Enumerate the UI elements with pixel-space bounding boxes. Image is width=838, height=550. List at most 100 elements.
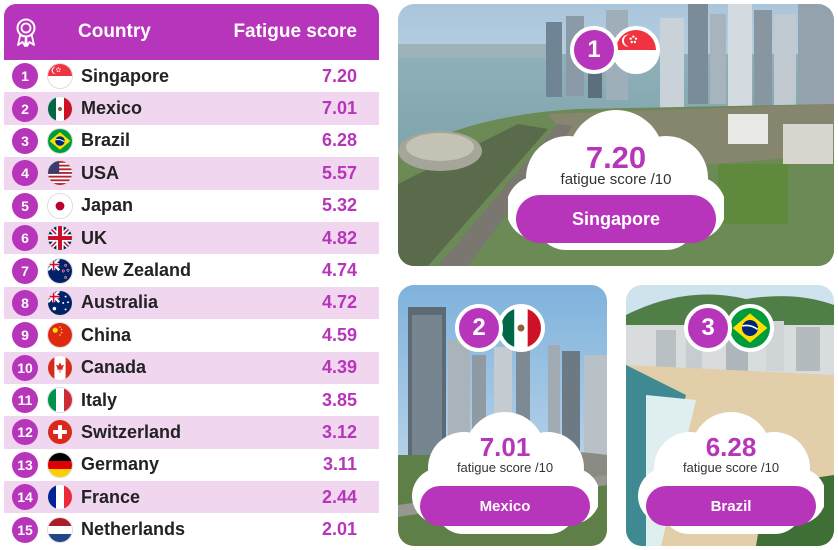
- table-row: 9 China 4.59: [4, 319, 379, 352]
- france-flag-icon: [47, 484, 73, 511]
- brazil-flag-icon: [47, 127, 73, 154]
- rank-badge: 10: [12, 354, 38, 381]
- country-name: Singapore: [81, 65, 170, 86]
- table-row: 12 Switzerland 3.12: [4, 416, 379, 449]
- rank-badge: 11: [12, 387, 38, 414]
- singapore-flag-icon: [47, 63, 73, 90]
- country-name: Canada: [81, 357, 147, 378]
- fatigue-score: 3.12: [321, 421, 357, 442]
- china-flag-icon: [47, 322, 73, 349]
- country-name: Italy: [81, 389, 118, 410]
- mexico-flag-icon: [497, 304, 545, 352]
- brazil-flag-icon: [726, 304, 774, 352]
- fatigue-score-value: 7.20: [585, 140, 647, 175]
- country-name: Switzerland: [81, 421, 182, 442]
- award-ribbon-icon: [4, 17, 48, 47]
- table-row: 15 Netherlands 2.01: [4, 513, 379, 546]
- fatigue-score: 5.32: [321, 195, 357, 216]
- score-cloud: 7.20 fatigue score /10 Singapore: [508, 110, 724, 250]
- rank-badge: 9: [12, 322, 38, 349]
- rank-badge: 12: [12, 419, 38, 446]
- top-country-card-brazil: 3 6.28 fatigue score /10 Brazil: [626, 285, 834, 546]
- country-name: Mexico: [81, 98, 143, 119]
- rank-badge: 3: [12, 127, 38, 154]
- country-name: Netherlands: [81, 519, 186, 540]
- table-row: 1 Singapore 7.20: [4, 60, 379, 93]
- uk-flag-icon: [47, 225, 73, 252]
- country-button-mexico[interactable]: Mexico: [420, 486, 590, 526]
- table-row: 14 France 2.44: [4, 481, 379, 514]
- country-name: New Zealand: [81, 260, 192, 281]
- table-row: 13 Germany 3.11: [4, 448, 379, 482]
- fatigue-score-caption: fatigue score /10: [560, 171, 672, 188]
- fatigue-score: 7.01: [321, 98, 357, 119]
- table-row: 7 New Zealand 4.74: [4, 254, 379, 287]
- fatigue-score: 4.74: [321, 260, 357, 281]
- rank-badge-group: 1: [570, 26, 660, 74]
- fatigue-score: 4.82: [321, 227, 357, 248]
- table-row: 6 UK 4.82: [4, 221, 379, 255]
- fatigue-score: 3.85: [321, 389, 357, 410]
- table-row: 3 Brazil 6.28: [4, 124, 379, 158]
- rank-number: 2: [455, 304, 503, 352]
- rank-badge: 2: [12, 95, 38, 122]
- fatigue-score-value: 6.28: [705, 432, 757, 462]
- fatigue-score: 2.01: [321, 519, 357, 540]
- table-row: 4 USA 5.57: [4, 157, 379, 190]
- canada-flag-icon: [47, 354, 73, 381]
- rank-badge: 15: [12, 516, 38, 543]
- fatigue-score: 2.44: [321, 486, 357, 507]
- rank-badge: 13: [12, 451, 38, 478]
- fatigue-score: 3.11: [322, 454, 357, 475]
- fatigue-score-caption: fatigue score /10: [682, 460, 780, 475]
- score-cloud: 6.28 fatigue score /10 Brazil: [638, 410, 824, 534]
- fatigue-score-value: 7.01: [479, 432, 531, 462]
- table-row: 2 Mexico 7.01: [4, 92, 379, 125]
- table-row: 5 Japan 5.32: [4, 189, 379, 222]
- rank-badge-group: 2: [455, 304, 545, 352]
- table-body: 1 Singapore 7.20 2 Mexico 7.01 3 Brazil 6.28 4 USA…: [4, 60, 379, 546]
- table-row: 8 Australia 4.72: [4, 286, 379, 320]
- rank-badge: 6: [12, 225, 38, 252]
- rank-number: 3: [684, 304, 732, 352]
- rank-badge: 14: [12, 484, 38, 511]
- fatigue-score: 6.28: [321, 130, 357, 151]
- mexico-flag-icon: [47, 95, 73, 122]
- country-button-brazil[interactable]: Brazil: [646, 486, 816, 526]
- country-column-header: Country: [78, 21, 151, 42]
- rank-badge: 4: [12, 160, 38, 187]
- rank-badge: 5: [12, 192, 38, 219]
- top-country-card-singapore: 1 7.20 fatigue score /10 Singapore: [398, 4, 834, 266]
- country-name: France: [81, 486, 141, 507]
- fatigue-score: 5.57: [321, 162, 357, 183]
- top-country-card-mexico: 2 7.01 fatigue score /10 Mexico: [398, 285, 607, 546]
- fatigue-score: 4.72: [321, 292, 357, 313]
- rank-badge: 1: [12, 63, 38, 90]
- country-button-singapore[interactable]: Singapore: [516, 195, 716, 243]
- netherlands-flag-icon: [47, 516, 73, 543]
- country-name: UK: [81, 227, 107, 248]
- fatigue-score: 7.20: [321, 65, 357, 86]
- rank-badge: 8: [12, 289, 38, 316]
- score-column-header: Fatigue score: [233, 21, 357, 42]
- fatigue-score-caption: fatigue score /10: [456, 460, 554, 475]
- country-name: Germany: [81, 454, 160, 475]
- rank-badge: 7: [12, 257, 38, 284]
- italy-flag-icon: [47, 387, 73, 414]
- table-row: 10 Canada 4.39: [4, 351, 379, 384]
- germany-flag-icon: [47, 451, 73, 478]
- fatigue-score: 4.39: [321, 357, 357, 378]
- country-name: Japan: [81, 195, 134, 216]
- table-row: 11 Italy 3.85: [4, 383, 379, 417]
- fatigue-ranking-table: Country Fatigue score 1 Singapore 7.20 2 Mex…: [4, 4, 379, 546]
- new-zealand-flag-icon: [47, 257, 73, 284]
- fatigue-score: 4.59: [321, 324, 357, 345]
- rank-number: 1: [570, 26, 618, 74]
- country-name: China: [81, 324, 132, 345]
- rank-badge-group: 3: [684, 304, 774, 352]
- singapore-flag-icon: [612, 26, 660, 74]
- country-name: Australia: [81, 292, 159, 313]
- australia-flag-icon: [47, 289, 73, 316]
- table-header: Country Fatigue score: [4, 4, 379, 60]
- score-cloud: 7.01 fatigue score /10 Mexico: [412, 410, 598, 534]
